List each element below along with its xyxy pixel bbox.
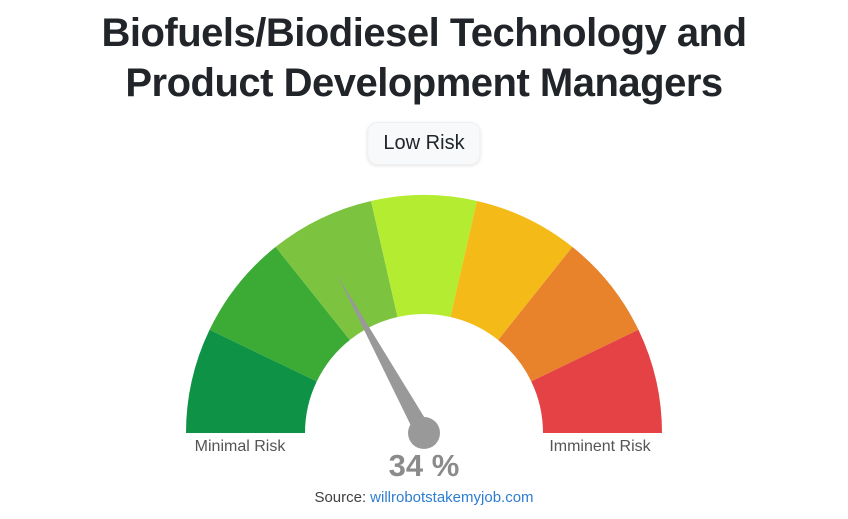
source-row: Source: willrobotstakemyjob.com [0,489,848,506]
gauge-segment-7 [531,329,662,433]
page-title-line-1: Biofuels/Biodiesel Technology and [101,11,747,55]
page-title-line-2: Product Development Managers [125,61,723,105]
gauge-segment-1 [186,329,317,433]
page-title: Biofuels/Biodiesel Technology and Produc… [0,8,848,108]
gauge-chart [186,195,662,449]
gauge-value: 34 % [388,448,460,483]
gauge-min-label: Minimal Risk [194,438,286,455]
gauge-segment-2 [209,246,350,382]
gauge-segment-6 [498,246,639,382]
gauge-segment-4 [371,195,477,317]
risk-level-badge: Low Risk [367,122,481,165]
source-prefix: Source: [314,489,367,506]
source-link[interactable]: willrobotstakemyjob.com [370,489,534,506]
gauge-max-label: Imminent Risk [549,438,651,455]
gauge-segment-3 [275,200,398,340]
gauge-needle [337,275,432,438]
gauge-segment-5 [450,200,573,340]
gauge-needle-pivot [408,417,440,449]
